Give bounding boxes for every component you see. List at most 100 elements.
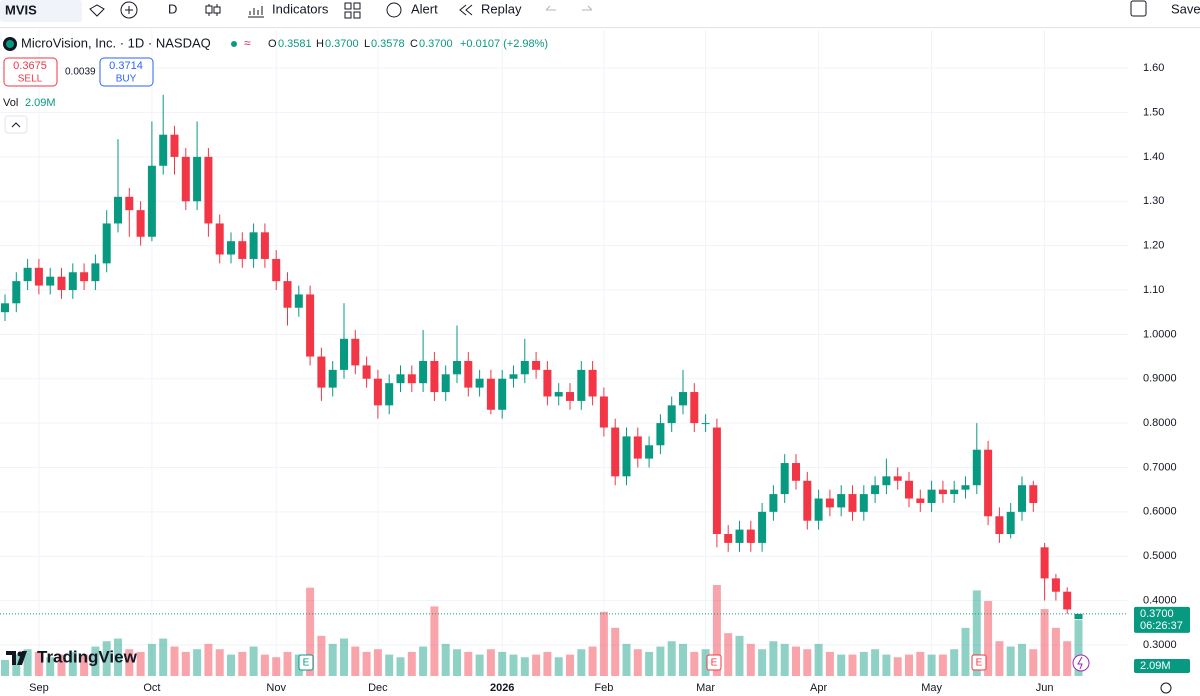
candle-body [1029, 485, 1038, 503]
layout-icon [353, 2, 361, 10]
candle-body [995, 516, 1004, 535]
volume-bar [961, 627, 970, 676]
settings-icon[interactable] [1160, 682, 1172, 694]
alert-icon[interactable] [386, 2, 402, 18]
candle-body [396, 374, 405, 384]
symbol-logo-inner [6, 40, 14, 48]
buy-label[interactable]: BUY [116, 74, 137, 85]
replay-button[interactable]: Replay [481, 1, 522, 16]
earnings-marker[interactable]: E [298, 654, 314, 671]
candle-body [950, 489, 959, 495]
compare-icon[interactable] [89, 4, 105, 17]
undo-icon[interactable] [545, 5, 556, 11]
legend-wave: ≈ [244, 36, 251, 50]
layout-icon[interactable] [344, 2, 352, 10]
volume-bar [396, 657, 405, 676]
candle-body [848, 494, 857, 512]
volume-bar [351, 646, 360, 676]
earnings-label: E [711, 658, 718, 669]
candle-body [385, 383, 394, 406]
symbol[interactable]: MVIS [5, 2, 37, 17]
volume-tag [1134, 659, 1190, 673]
candle-body [57, 276, 66, 290]
volume-bar [735, 635, 744, 676]
candle-body [532, 360, 541, 370]
volume-bar [272, 657, 281, 676]
candle-body [871, 485, 880, 495]
volume-bar [114, 638, 122, 676]
x-tick-label: May [921, 682, 942, 694]
earnings-marker[interactable]: E [706, 654, 722, 671]
volume-bar [260, 654, 269, 676]
sell-button[interactable] [3, 57, 58, 87]
candle-body [486, 378, 495, 410]
x-tick-label: Sep [29, 682, 49, 694]
volume-bar [1040, 609, 1049, 676]
candle-body [724, 534, 733, 543]
interval[interactable]: D [168, 1, 177, 16]
alert-button[interactable]: Alert [411, 1, 438, 16]
collapse-button[interactable] [4, 115, 28, 134]
legend-o: 0.3581 [278, 38, 312, 50]
logo-dot [17, 651, 23, 657]
redo-icon[interactable] [582, 5, 593, 11]
y-tick-label: 1.10 [1143, 284, 1164, 296]
indicators-button[interactable]: Indicators [272, 1, 329, 16]
volume-bar [227, 654, 235, 676]
volume-bar [611, 627, 620, 676]
volume-bar [814, 643, 823, 676]
volume-bar [543, 651, 552, 676]
y-tick-label: 1.40 [1143, 151, 1164, 163]
y-tick-label: 0.3000 [1143, 639, 1177, 651]
buy-button[interactable] [99, 57, 154, 87]
replay-icon[interactable] [459, 4, 473, 16]
candle-body [1074, 613, 1083, 620]
volume-bar [159, 638, 168, 676]
volume-bar [68, 651, 77, 676]
volume-bar [464, 651, 473, 676]
candle-body [656, 423, 665, 446]
candle-body [961, 485, 970, 490]
sell-price[interactable]: 0.3675 [13, 60, 47, 72]
volume-bar [170, 646, 179, 676]
candle-body [453, 360, 461, 375]
candle-body [645, 445, 654, 459]
candle-icon[interactable] [213, 6, 221, 14]
candle-icon[interactable] [205, 5, 213, 14]
candle-body [882, 476, 891, 486]
volume-bar [362, 651, 371, 676]
last-price-text: 0.3700 [1140, 608, 1174, 620]
dividend-marker[interactable] [1072, 654, 1090, 672]
save-button[interactable]: Save [1171, 1, 1200, 16]
candle-body [328, 369, 337, 388]
candle-body [227, 241, 235, 255]
volume-bar [938, 654, 947, 676]
volume-bar [283, 651, 292, 676]
candle-body [91, 263, 100, 282]
candle-body [905, 480, 913, 499]
sell-label[interactable]: SELL [18, 74, 43, 85]
volume-legend-value: 2.09M [25, 97, 56, 109]
y-tick-label: 0.8000 [1143, 417, 1177, 429]
volume-bar [57, 654, 66, 676]
volume-bar [690, 651, 699, 676]
volume-bar [328, 643, 337, 676]
volume-bar [679, 643, 687, 676]
candle-body [464, 360, 473, 388]
candle-body [1051, 578, 1060, 592]
volume-bar [972, 590, 981, 676]
buy-price[interactable]: 0.3714 [109, 60, 143, 72]
volume-bar [916, 651, 925, 676]
add-icon[interactable] [120, 1, 138, 19]
legend-c-label: C [410, 38, 418, 50]
fullscreen-icon[interactable] [1130, 0, 1147, 17]
volume-bar [645, 651, 654, 676]
volume-bar [882, 654, 891, 676]
volume-bar [102, 641, 111, 676]
x-tick-label: Nov [266, 682, 286, 694]
y-tick-label: 0.9000 [1143, 373, 1177, 385]
symbol-box[interactable] [0, 0, 82, 22]
indicators-icon[interactable] [248, 6, 264, 18]
candle-body [441, 374, 450, 393]
earnings-marker[interactable]: E [971, 654, 987, 671]
